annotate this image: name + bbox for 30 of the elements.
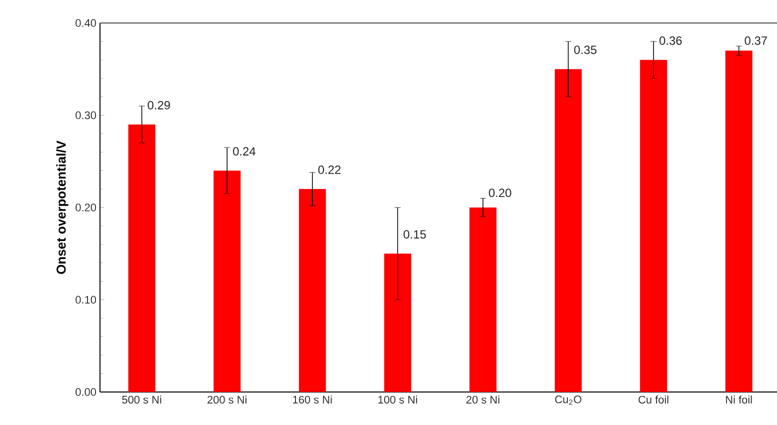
- x-tick-label: Cu foil: [638, 396, 668, 404]
- x-tick-label: 160 s Ni: [293, 396, 332, 404]
- x-tick-label: 500 s Ni: [122, 396, 162, 404]
- y-axis-title: Onset overpotential/V: [56, 140, 68, 274]
- bar: [298, 189, 326, 392]
- bar: [469, 208, 496, 392]
- bar: [384, 254, 412, 392]
- data-label: 0.37: [744, 36, 767, 45]
- y-tick-label: 0.00: [76, 388, 96, 396]
- y-tick-label: 0.20: [76, 204, 96, 212]
- data-label: 0.15: [404, 230, 426, 239]
- data-label: 0.29: [148, 100, 170, 110]
- x-tick-label: 100 s Ni: [378, 396, 418, 404]
- bar: [725, 50, 752, 392]
- x-tick-label: Ni foil: [726, 396, 752, 404]
- y-tick-label: 0.10: [76, 296, 96, 304]
- y-tick-label: 0.30: [76, 111, 96, 120]
- x-tick-label: 200 s Ni: [208, 396, 246, 404]
- data-label: 0.22: [318, 166, 341, 174]
- bar: [640, 60, 668, 392]
- data-label: 0.36: [659, 36, 682, 45]
- bar: [128, 124, 156, 392]
- bar: [214, 170, 241, 392]
- x-tick-label: 20 s Ni: [466, 396, 500, 404]
- data-label: 0.24: [233, 147, 256, 156]
- data-label: 0.35: [574, 46, 596, 54]
- bar: [554, 69, 582, 392]
- data-label: 0.20: [488, 188, 512, 198]
- y-tick-label: 0.40: [76, 19, 96, 27]
- x-tick-label: Cu$_{2}$O: [555, 396, 582, 405]
